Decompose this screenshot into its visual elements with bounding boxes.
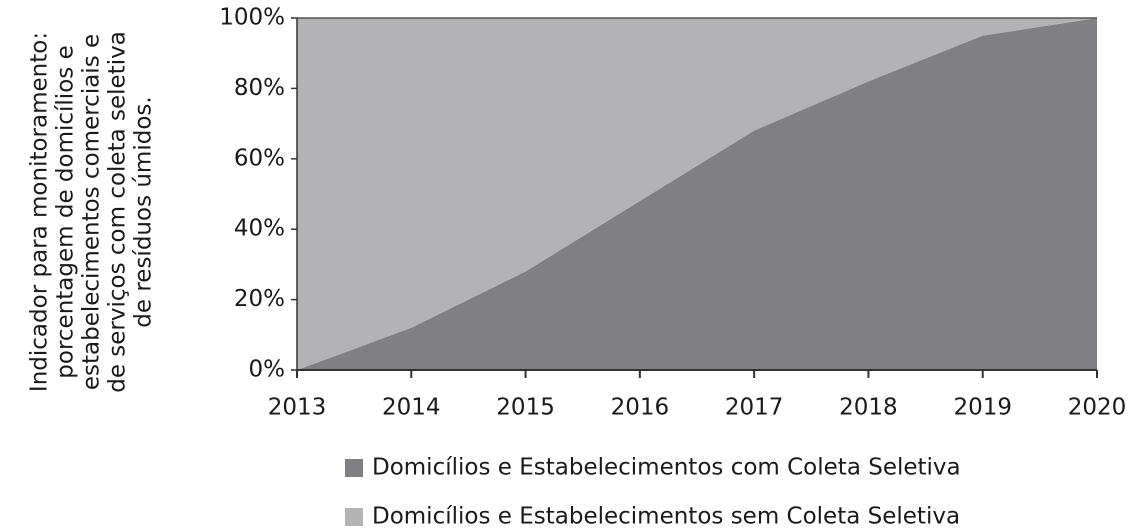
- y-tick-label: 40%: [234, 216, 285, 242]
- y-axis-label: Indicador para monitoramento:: [27, 32, 53, 392]
- x-tick-label: 2018: [839, 395, 898, 421]
- area: [297, 18, 1097, 370]
- y-tick-label: 100%: [219, 5, 285, 31]
- y-axis-label: porcentagem de domicílios e: [53, 45, 79, 378]
- legend-label: Domicílios e Estabelecimentos sem Coleta…: [372, 504, 960, 530]
- y-tick-label: 80%: [234, 75, 285, 101]
- y-axis-label: de resíduos úmidos.: [131, 96, 157, 327]
- legend-swatch: [345, 459, 363, 477]
- x-tick-label: 2013: [268, 395, 327, 421]
- legend-label: Domicílios e Estabelecimentos com Coleta…: [372, 455, 961, 481]
- legend-swatch: [345, 508, 363, 526]
- y-axis-label: de serviços com coleta seletiva: [105, 31, 131, 393]
- x-tick-label: 2014: [382, 395, 441, 421]
- x-tick-label: 2019: [953, 395, 1012, 421]
- x-tick-label: 2015: [496, 395, 555, 421]
- x-tick-label: 2016: [611, 395, 670, 421]
- y-axis-label: estabelecimentos comerciais e: [79, 34, 105, 390]
- area: [297, 18, 1097, 370]
- y-tick-label: 0%: [249, 357, 286, 383]
- x-tick-label: 2017: [725, 395, 784, 421]
- y-tick-label: 60%: [234, 145, 285, 171]
- x-tick-label: 2020: [1068, 395, 1127, 421]
- y-tick-label: 20%: [234, 286, 285, 312]
